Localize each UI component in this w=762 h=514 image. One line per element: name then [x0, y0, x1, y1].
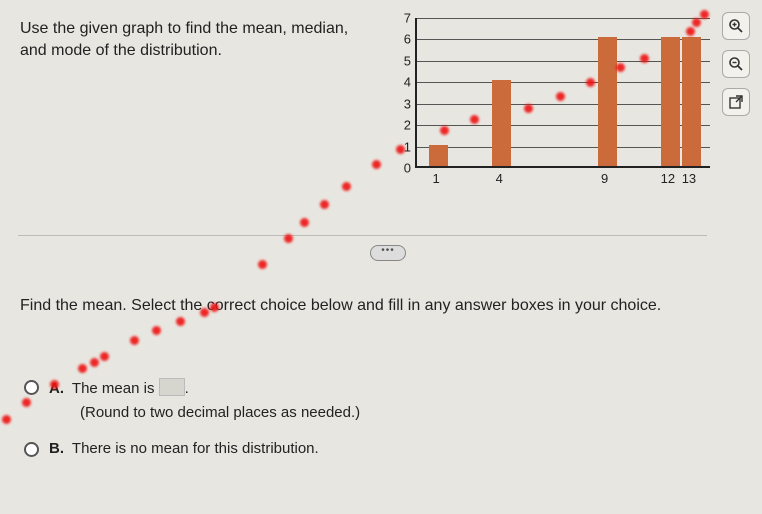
- choice-a-text1: The mean is: [72, 380, 155, 397]
- annotation-dot: [90, 358, 99, 367]
- x-tick-label: 9: [601, 171, 608, 186]
- x-tick-label: 4: [496, 171, 503, 186]
- zoom-in-icon[interactable]: [722, 12, 750, 40]
- y-tick-label: 5: [404, 53, 411, 68]
- bar: [598, 37, 617, 166]
- popout-icon[interactable]: [722, 88, 750, 116]
- annotation-dot: [100, 352, 109, 361]
- bar: [492, 80, 511, 166]
- choice-b-text: There is no mean for this distribution.: [72, 440, 319, 457]
- annotation-dot: [152, 326, 161, 335]
- bar-chart: 01234567 1491213: [395, 18, 715, 188]
- annotation-dot: [50, 380, 59, 389]
- annotation-dot: [586, 78, 595, 87]
- annotation-dot: [692, 18, 701, 27]
- y-tick-label: 6: [404, 32, 411, 47]
- annotation-dot: [396, 145, 405, 154]
- bar: [682, 37, 701, 166]
- grid-line: [417, 18, 710, 19]
- divider: [18, 235, 707, 236]
- bar: [661, 37, 680, 166]
- annotation-dot: [320, 200, 329, 209]
- bar: [429, 145, 448, 166]
- expand-button[interactable]: •••: [370, 245, 406, 261]
- x-tick-label: 1: [432, 171, 439, 186]
- x-tick-label: 13: [682, 171, 696, 186]
- y-tick-label: 2: [404, 118, 411, 133]
- annotation-dot: [524, 104, 533, 113]
- sub-question: Find the mean. Select the correct choice…: [20, 295, 702, 317]
- annotation-dot: [130, 336, 139, 345]
- y-tick-label: 0: [404, 161, 411, 176]
- annotation-dot: [300, 218, 309, 227]
- x-tick-label: 12: [661, 171, 675, 186]
- annotation-dot: [78, 364, 87, 373]
- annotation-dot: [556, 92, 565, 101]
- annotation-dot: [616, 63, 625, 72]
- annotation-dot: [640, 54, 649, 63]
- zoom-out-icon[interactable]: [722, 50, 750, 78]
- choice-b-letter: B.: [49, 440, 64, 457]
- annotation-dot: [210, 303, 219, 312]
- y-tick-label: 1: [404, 139, 411, 154]
- annotation-dot: [342, 182, 351, 191]
- annotation-dot: [440, 126, 449, 135]
- annotation-dot: [22, 398, 31, 407]
- y-tick-label: 7: [404, 11, 411, 26]
- x-axis: 1 4 9 12 13: [415, 171, 710, 187]
- annotation-dot: [176, 317, 185, 326]
- answer-input[interactable]: [159, 378, 185, 396]
- annotation-dot: [284, 234, 293, 243]
- choice-a[interactable]: A. The mean is .: [24, 378, 189, 397]
- annotation-dot: [258, 260, 267, 269]
- annotation-dot: [2, 415, 11, 424]
- annotation-dot: [686, 27, 695, 36]
- y-tick-label: 3: [404, 96, 411, 111]
- question-prompt: Use the given graph to find the mean, me…: [20, 18, 375, 188]
- radio-a[interactable]: [24, 380, 39, 395]
- choice-a-text2: .: [185, 380, 189, 397]
- annotation-dot: [700, 10, 709, 19]
- annotation-dot: [372, 160, 381, 169]
- annotation-dot: [200, 308, 209, 317]
- choice-b[interactable]: B. There is no mean for this distributio…: [24, 440, 319, 457]
- radio-b[interactable]: [24, 442, 39, 457]
- y-tick-label: 4: [404, 75, 411, 90]
- choice-a-sub: (Round to two decimal places as needed.): [80, 404, 360, 421]
- annotation-dot: [470, 115, 479, 124]
